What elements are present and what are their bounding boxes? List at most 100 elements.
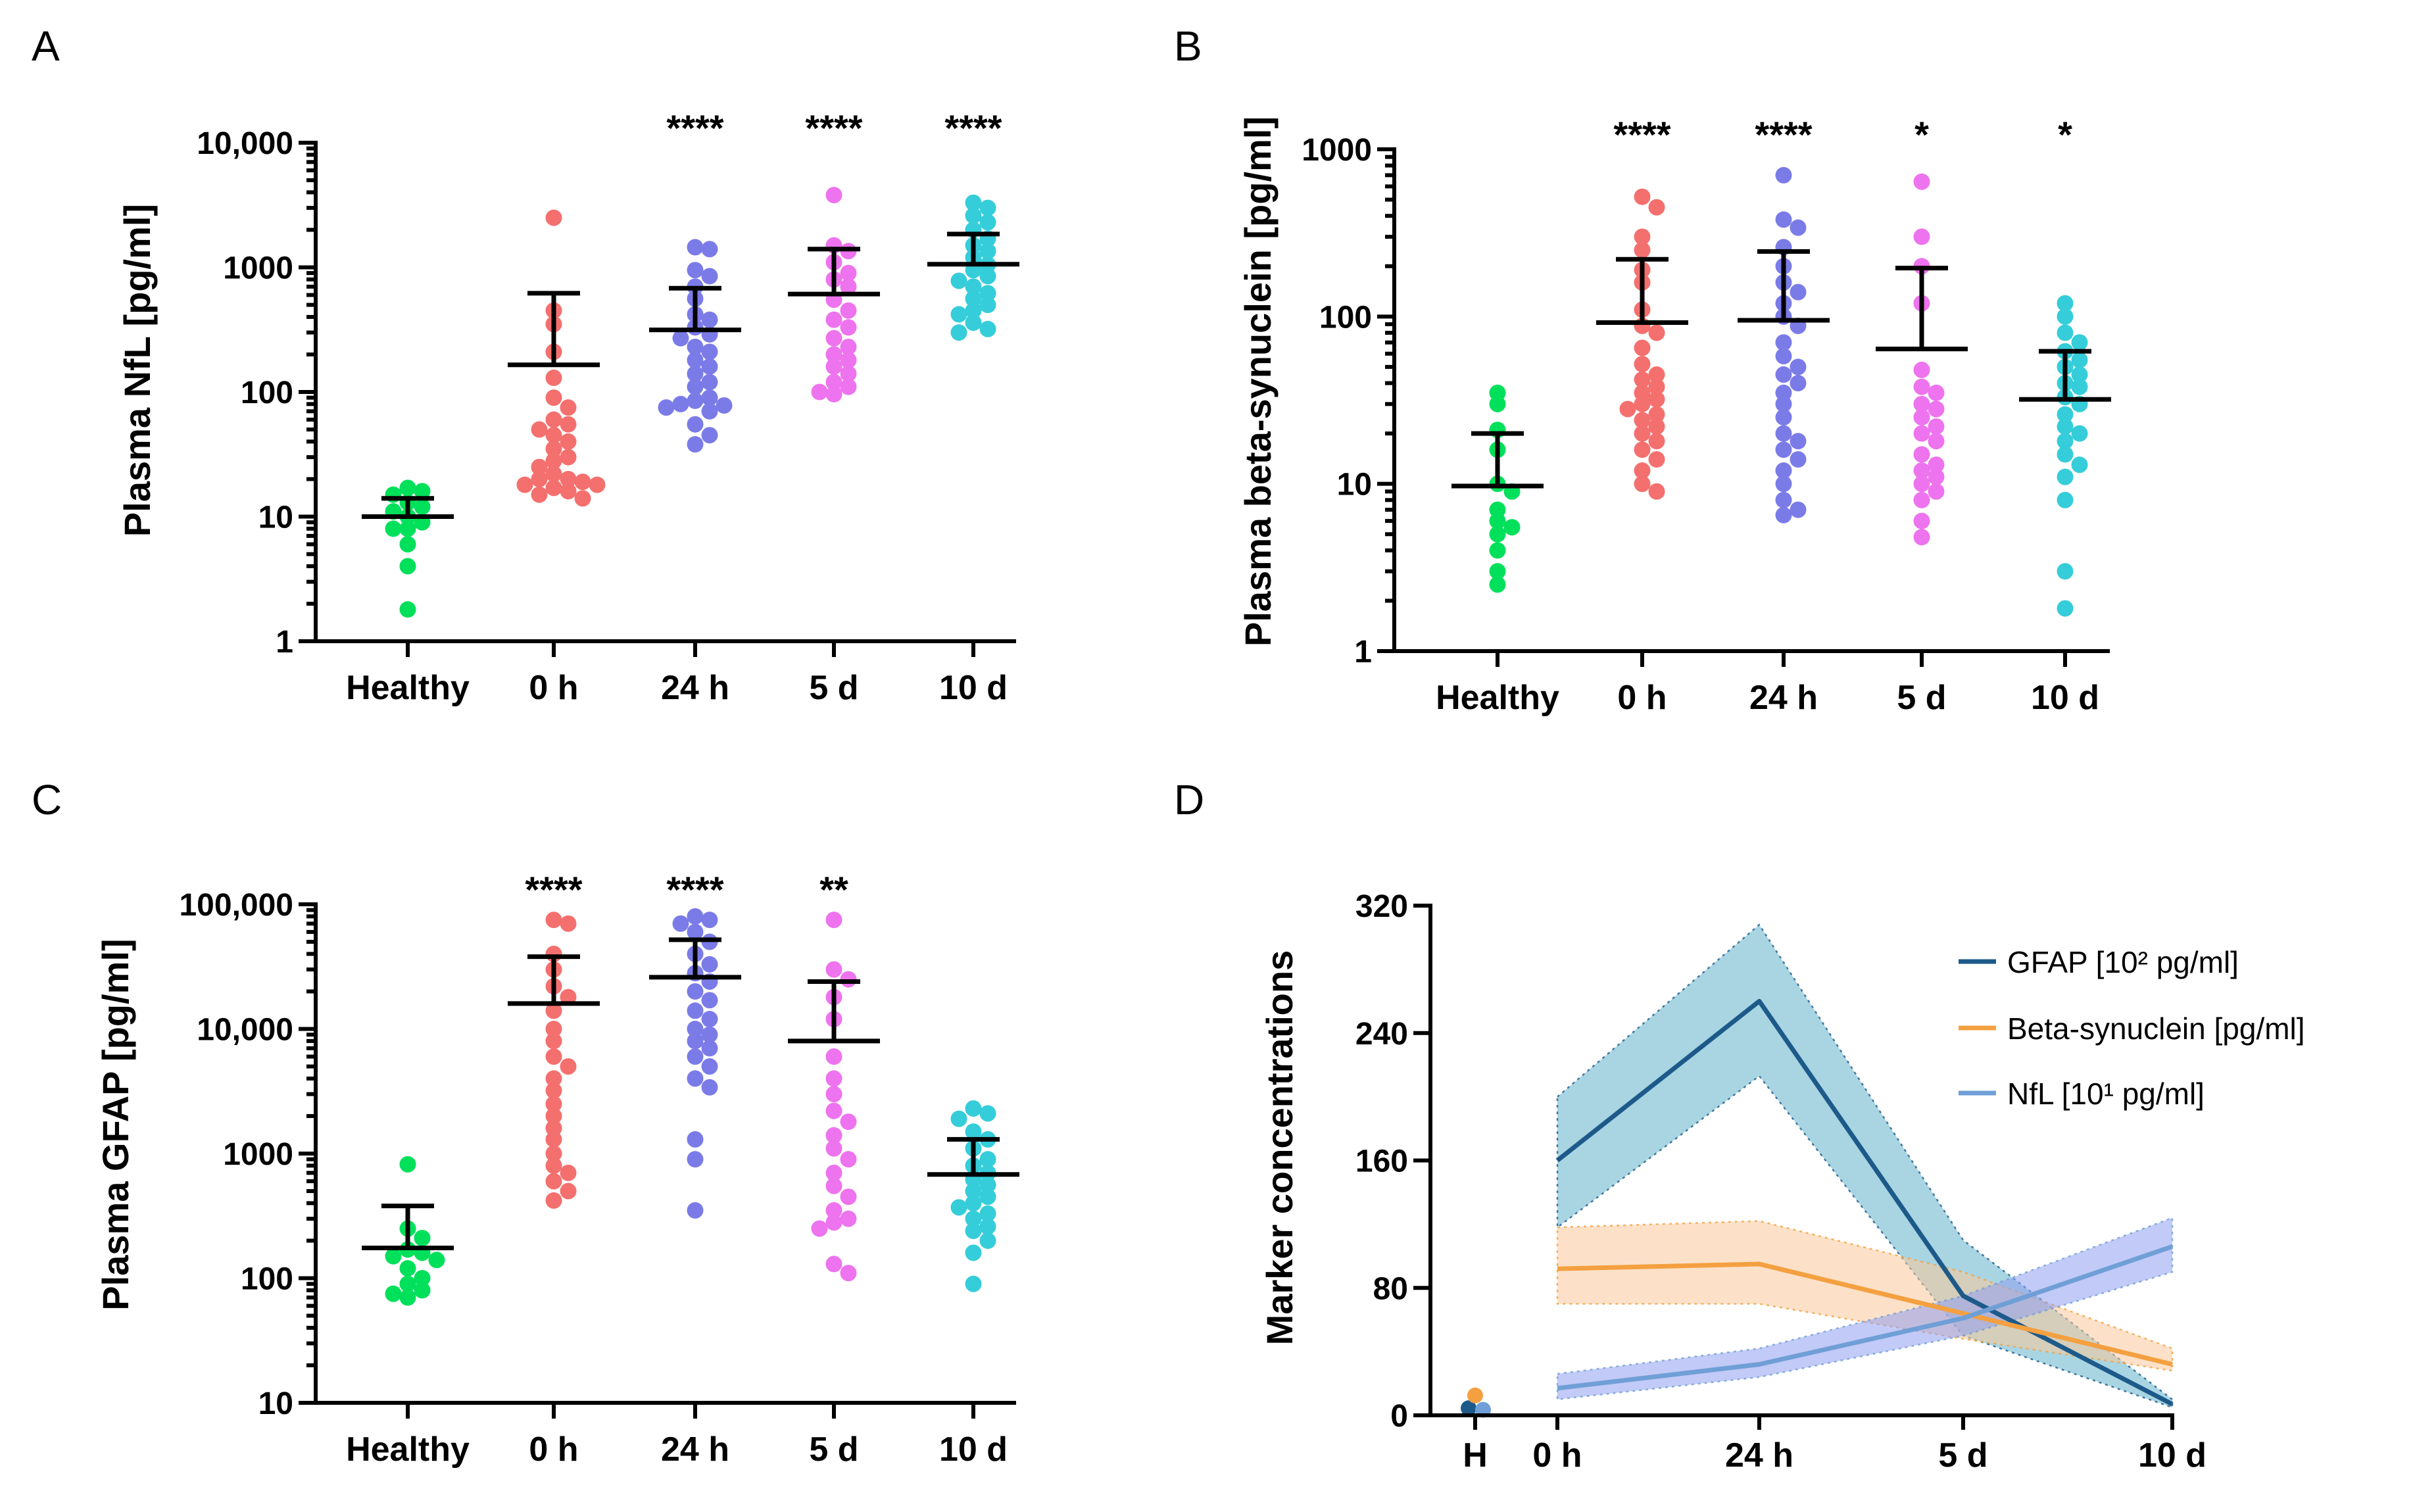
series-line-beta-synuclein-pg-ml — [1557, 1261, 2173, 1367]
panel-a-y-tick-label: 1 — [276, 625, 293, 660]
panel-a-data-point-healthy — [399, 558, 416, 575]
panel-c-data-point-5-d — [825, 1102, 842, 1119]
gfap-y-axis-label: Plasma GFAP [pg/ml] — [95, 939, 136, 1310]
panel-a-category-label-10-d: 10 d — [939, 669, 1008, 707]
panel-a-data-point-5-d — [840, 264, 857, 281]
panel-a-data-point-24-h — [658, 399, 675, 416]
panel-b-data-point-10-d — [2057, 324, 2074, 341]
panel-a-category-label-24-h: 24 h — [661, 669, 729, 707]
panel-a-data-point-5-d — [840, 378, 857, 395]
panel-c-data-point-10-d — [965, 1275, 982, 1292]
panel-a-data-point-10-d — [979, 268, 996, 285]
panel-c-data-point-healthy — [399, 1259, 416, 1277]
panel-a-data-point-10-d — [965, 314, 982, 331]
panel-b-y-tick-label: 1000 — [1302, 133, 1372, 168]
panel-c-data-point-0-h — [560, 1164, 577, 1181]
panel-c-category-label-24-h: 24 h — [661, 1430, 729, 1469]
panel-c-data-point-5-d — [825, 1256, 842, 1273]
panel-a-data-point-24-h — [687, 365, 704, 382]
panel-b-significance-24-h: **** — [1755, 114, 1812, 155]
panel-a-data-point-5-d — [840, 278, 857, 295]
panel-b-y-tick-label: 100 — [1319, 300, 1372, 335]
panel-a-data-point-10-d — [979, 297, 996, 314]
panel-b-data-point-24-h — [1790, 501, 1807, 518]
legend-label-beta-synuclein-pg-ml: Beta-synuclein [pg/ml] — [2007, 1012, 2305, 1046]
panel-a-data-point-24-h — [687, 436, 704, 453]
panel-a-data-point-healthy — [385, 520, 402, 537]
panel-c-data-point-healthy — [414, 1229, 431, 1246]
panel-a-significance-10-d: **** — [944, 107, 1002, 149]
panel-a-data-point-5-d — [825, 374, 842, 391]
panel-c-data-point-5-d — [825, 1086, 842, 1103]
marker-y-axis-label: Marker concentrations — [1259, 950, 1300, 1346]
panel-b-data-point-healthy — [1503, 519, 1521, 536]
panel-c-data-point-0-h — [545, 1048, 562, 1065]
panel-b-data-point-5-d — [1928, 384, 1945, 401]
panel-b-data-point-0-h — [1634, 241, 1651, 258]
panel-a-data-point-0-h — [531, 470, 548, 487]
panel-a-data-point-5-d — [840, 302, 857, 319]
panel-c-category-label-10-d: 10 d — [939, 1430, 1008, 1469]
panel-b-data-point-5-d — [1928, 456, 1945, 474]
panel-c-data-point-0-h — [545, 1096, 562, 1113]
panel-a-data-point-0-h — [531, 421, 548, 438]
panel-b-data-point-0-h — [1648, 391, 1665, 408]
panel-c-data-point-24-h — [687, 1048, 704, 1065]
panel-b-data-point-5-d — [1928, 418, 1945, 435]
panel-a-data-point-0-h — [531, 458, 548, 476]
panel-a-data-point-0-h — [560, 399, 577, 416]
panel-b-data-point-10-d — [2057, 600, 2074, 617]
panel-a-data-point-0-h — [574, 490, 591, 507]
panel-b-data-point-healthy — [1489, 542, 1506, 559]
panel-b-data-point-healthy — [1489, 395, 1506, 412]
panel-c-data-point-10-d — [979, 1188, 996, 1206]
panel-b-data-point-0-h — [1648, 378, 1665, 395]
panel-a-data-point-10-d — [979, 285, 996, 302]
panel-b-data-point-5-d — [1928, 468, 1945, 485]
panel-c-significance-0-h: **** — [525, 869, 582, 910]
panel-c-data-point-24-h — [701, 1058, 718, 1075]
panel-c-y-tick-label: 100,000 — [179, 888, 293, 923]
panel-a-data-point-0-h — [560, 483, 577, 500]
panel-a-data-point-0-h — [560, 470, 577, 487]
panel-c-data-point-24-h — [701, 992, 718, 1009]
panel-b-data-point-10-d — [2071, 366, 2088, 383]
panel-c-data-point-0-h — [545, 1070, 562, 1087]
panel-c-data-point-10-d — [965, 1222, 982, 1239]
panel-c-data-point-24-h — [687, 1021, 704, 1037]
panel-b-data-point-0-h — [1634, 462, 1651, 479]
panel-a-data-point-5-d — [840, 338, 857, 355]
panel-b-data-point-healthy — [1489, 563, 1506, 580]
panel-a-data-point-0-h — [574, 474, 591, 491]
panel-c-data-point-24-h — [687, 983, 704, 1000]
panel-c-data-point-healthy — [399, 1156, 416, 1173]
panel-b-data-point-0-h — [1634, 476, 1651, 493]
panel-a-data-point-10-d — [965, 302, 982, 319]
panel-c-data-point-10-d — [965, 1100, 982, 1117]
panel-c-data-point-5-d — [840, 1188, 857, 1206]
panel-a-data-point-10-d — [965, 207, 982, 224]
panel-c-data-point-healthy — [399, 1275, 416, 1292]
panel-c-data-point-10-d — [979, 1177, 996, 1194]
panel-c-data-point-5-d — [825, 1214, 842, 1231]
panel-c-data-point-10-d — [979, 1232, 996, 1249]
panel-b-data-point-24-h — [1775, 441, 1792, 458]
series-healthy-point-beta-synuclein-pg-ml — [1467, 1387, 1483, 1403]
panel-c-data-point-24-h — [687, 1202, 704, 1219]
panel-b-significance-5-d: * — [1914, 114, 1929, 155]
panel-d-x-tick-label-10-d: 10 d — [2138, 1436, 2206, 1475]
panel-b-data-point-0-h — [1634, 228, 1651, 245]
panel-b-data-point-24-h — [1775, 166, 1792, 183]
panel-d-x-tick-label-h: H — [1463, 1436, 1488, 1475]
panel-a-data-point-0-h — [531, 486, 548, 503]
panel-b-data-point-5-d — [1913, 408, 1930, 426]
panel-b-data-point-10-d — [2057, 446, 2074, 463]
panel-c-data-point-10-d — [979, 1205, 996, 1222]
panel-b-data-point-24-h — [1790, 451, 1807, 468]
panel-b-data-point-5-d — [1913, 446, 1930, 463]
panel-a-data-point-24-h — [716, 397, 733, 414]
panel-b-data-point-24-h — [1775, 425, 1792, 442]
panel-c-data-point-5-d — [840, 1151, 857, 1168]
panel-c-data-point-24-h — [701, 912, 718, 929]
